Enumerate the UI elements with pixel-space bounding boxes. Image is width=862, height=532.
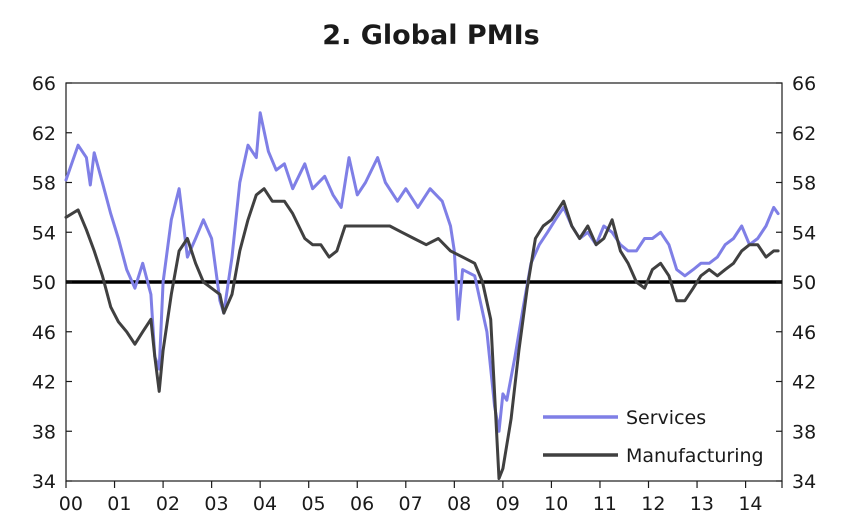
y-tick-label-left: 38 [32,421,56,443]
x-tick-label: 12 [641,493,665,515]
x-tick-label: 02 [156,493,180,515]
legend: Services Manufacturing [543,407,764,467]
chart-title: 2. Global PMIs [322,20,539,51]
legend-label-services: Services [626,407,706,429]
y-tick-label-right: 34 [792,471,816,493]
series-line-services [64,111,780,433]
legend-label-manufacturing: Manufacturing [626,445,764,467]
y-tick-label-right: 38 [792,421,816,443]
y-tick-label-right: 58 [792,173,816,195]
x-tick-label: 10 [544,493,568,515]
x-tick-label: 06 [350,493,374,515]
y-tick-label-right: 42 [792,372,816,394]
y-tick-label-right: 62 [792,123,816,145]
x-tick-label: 07 [399,493,423,515]
y-tick-label-right: 50 [792,272,816,294]
x-tick-label: 13 [690,493,714,515]
y-tick-label-left: 62 [32,123,56,145]
y-tick-label-left: 66 [32,73,56,95]
x-tick-label: 03 [204,493,228,515]
x-tick-label: 01 [107,493,131,515]
y-tick-label-left: 58 [32,173,56,195]
x-tick-label: 05 [301,493,325,515]
y-tick-label-left: 34 [32,471,56,493]
y-tick-label-right: 46 [792,322,816,344]
series-layer [64,111,780,480]
axis-layer: 34 34 38 38 42 42 46 46 50 50 54 54 58 58 62 62 66 66 00 01… [32,73,816,515]
x-tick-label: 04 [253,493,277,515]
x-tick-label: 00 [59,493,83,515]
x-tick-label: 09 [496,493,520,515]
x-tick-label: 11 [593,493,617,515]
y-tick-label-left: 42 [32,372,56,394]
y-tick-label-right: 66 [792,73,816,95]
y-tick-label-right: 54 [792,222,816,244]
x-tick-label: 14 [738,493,762,515]
y-tick-label-left: 50 [32,272,56,294]
y-tick-label-left: 54 [32,222,56,244]
y-tick-label-left: 46 [32,322,56,344]
x-tick-label: 08 [447,493,471,515]
series-line-manufacturing [64,187,780,480]
